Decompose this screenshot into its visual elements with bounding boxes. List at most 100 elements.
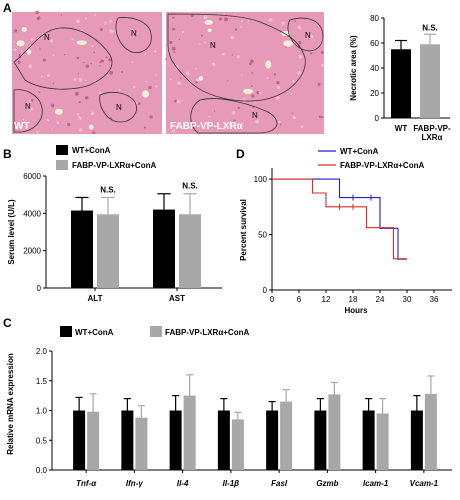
tissue-dot (109, 29, 113, 33)
tissue-dot (99, 27, 103, 32)
tissue-dot (76, 113, 80, 116)
tissue-dot (318, 115, 322, 118)
tissue-dot (298, 41, 302, 45)
y-axis-label: Percent survival (239, 199, 248, 261)
y-axis-label: Serum level (U/L) (7, 199, 16, 265)
tissue-dot (92, 131, 96, 135)
tissue-dot (233, 119, 236, 122)
legend-label: FABP-VP-LXRα+ConA (165, 328, 249, 337)
y-tick-label: 0 (37, 284, 42, 293)
bar (169, 410, 182, 470)
tissue-dot (281, 21, 285, 25)
survival-curve (272, 178, 407, 260)
tissue-dot (240, 20, 243, 22)
tissue-dot (231, 54, 234, 56)
bar (179, 214, 201, 288)
bar (362, 410, 375, 470)
tissue-dot (149, 115, 153, 119)
tissue-dot (129, 27, 132, 30)
tissue-dot (309, 34, 314, 39)
micrograph-tg: N N N FABP-VP-LXRα (165, 12, 324, 135)
tissue-dot (99, 65, 101, 67)
y-axis-label: Necrotic area (%) (349, 35, 358, 101)
bar (410, 410, 423, 470)
tissue-dot (131, 61, 134, 63)
tissue-dot (224, 17, 229, 22)
vessel-space (88, 124, 94, 130)
y-tick-label: 80 (370, 14, 379, 23)
necrosis-marker: N (305, 31, 311, 40)
necrosis-marker: N (25, 102, 31, 111)
tissue-dot (94, 13, 97, 16)
legend-label: WT+ConA (75, 328, 114, 337)
tissue-dot (199, 42, 201, 45)
tissue-dot (213, 110, 216, 112)
tissue-dot (104, 23, 106, 25)
bar (420, 44, 440, 118)
tissue-dot (90, 111, 95, 116)
tissue-dot (145, 80, 147, 83)
x-tick-label: 18 (349, 295, 358, 304)
necrosis-marker: N (44, 33, 50, 42)
tissue-dot (320, 51, 324, 55)
tissue-dot (250, 85, 253, 87)
tissue-dot (64, 53, 66, 56)
tissue-dot (242, 98, 247, 103)
tissue-dot (91, 44, 94, 48)
tissue-dot (292, 115, 296, 120)
tissue-dot (231, 110, 236, 115)
tissue-dot (185, 71, 190, 76)
tissue-dot (46, 118, 50, 122)
tissue-dot (100, 59, 105, 63)
tissue-dot (28, 64, 33, 69)
y-tick-label: 1.5 (36, 377, 48, 386)
tissue-dot (317, 82, 321, 86)
bar (217, 410, 230, 470)
bar (71, 210, 93, 288)
tissue-dot (73, 77, 77, 81)
tissue-dot (148, 85, 152, 90)
tissue-dot (255, 119, 259, 124)
micrograph-wt: N N N N WT (10, 10, 162, 135)
tissue-dot (179, 77, 182, 80)
x-tick-label: WT (395, 124, 408, 133)
x-tick-label: Il-1β (223, 479, 240, 488)
y-tick-label: 2000 (23, 247, 41, 256)
tissue-dot (279, 123, 282, 125)
vessel-space (55, 108, 63, 115)
x-axis-label: Hours (344, 306, 368, 315)
bar (135, 417, 148, 470)
chart-serum-level: WT+ConA FABP-VP-LXRα+ConA 0 2000 4000 6000 Ser… (7, 145, 222, 303)
tissue-dot (266, 77, 269, 80)
tissue-dot (258, 91, 261, 94)
tissue-dot (132, 85, 136, 89)
panel-label-a: A (3, 1, 12, 15)
tissue-dot (118, 89, 121, 91)
significance-label: N.S. (182, 182, 198, 191)
tissue-dot (14, 29, 18, 33)
tissue-dot (42, 58, 46, 62)
x-tick-label: FABP-VP-LXRα (413, 124, 451, 142)
tissue-dot (203, 15, 208, 20)
tissue-dot (78, 128, 83, 132)
tissue-dot (135, 32, 138, 35)
bar (121, 410, 134, 470)
tissue-dot (300, 125, 304, 129)
bar (376, 413, 389, 470)
legend-swatch (150, 326, 162, 337)
y-tick-label: 60 (370, 39, 379, 48)
x-tick-label: Fasl (271, 479, 288, 488)
tissue-dot (173, 51, 176, 54)
tissue-dot (172, 27, 176, 31)
tissue-dot (248, 62, 252, 66)
x-tick-label: Icam-1 (363, 479, 389, 488)
tissue-dot (256, 90, 260, 95)
tissue-dot (211, 62, 216, 67)
tissue-dot (204, 41, 207, 44)
tissue-dot (85, 17, 88, 20)
tissue-dot (273, 73, 277, 76)
tissue-dot (22, 118, 25, 121)
tissue-dot (302, 75, 304, 77)
tissue-dot (321, 116, 324, 119)
tissue-dot (208, 115, 211, 118)
